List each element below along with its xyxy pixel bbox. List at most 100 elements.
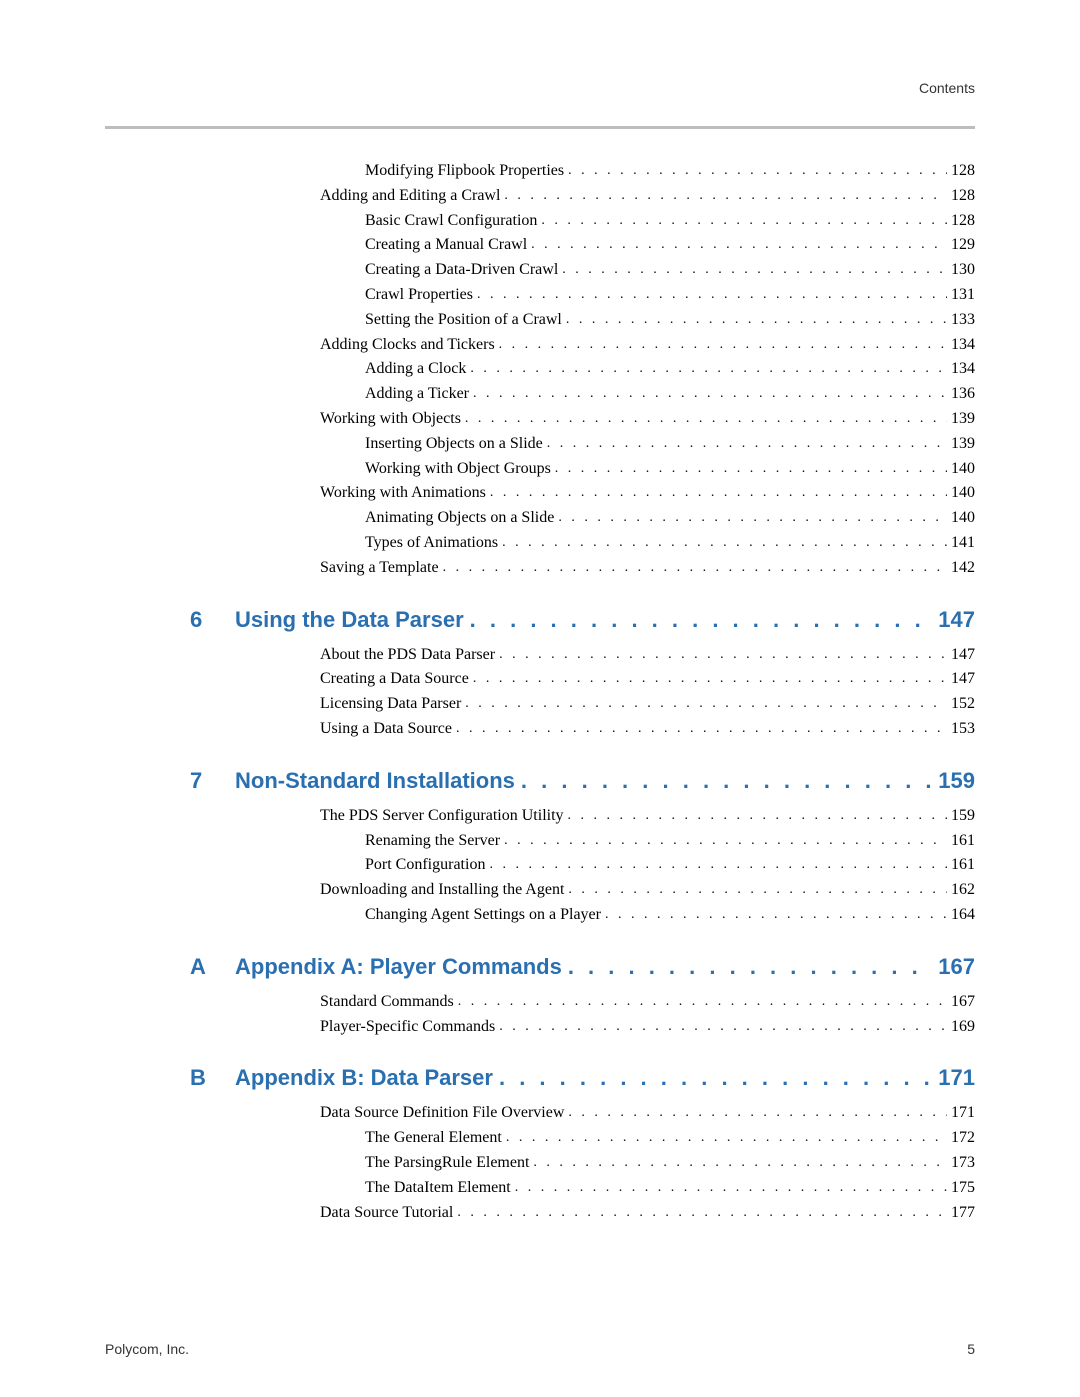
toc-entry-title: The PDS Server Configuration Utility bbox=[320, 804, 564, 829]
toc-entry: Creating a Manual Crawl . . . . . . . . … bbox=[105, 233, 975, 258]
leader-dots: . . . . . . . . . . . . . . . . . . . . … bbox=[464, 607, 933, 633]
toc-entry-page: 141 bbox=[947, 531, 975, 556]
toc-entry-page: 128 bbox=[947, 184, 975, 209]
toc-entry-page: 128 bbox=[947, 209, 975, 234]
toc-entry-title: Data Source Definition File Overview bbox=[320, 1101, 564, 1126]
toc-entry-title: Working with Objects bbox=[320, 407, 461, 432]
leader-dots: . . . . . . . . . . . . . . . . . . . . … bbox=[469, 668, 947, 690]
footer-page-number: 5 bbox=[967, 1341, 975, 1357]
leader-dots: . . . . . . . . . . . . . . . . . . . . … bbox=[543, 433, 947, 455]
leader-dots: . . . . . . . . . . . . . . . . . . . . … bbox=[498, 532, 947, 554]
toc-entry: Setting the Position of a Crawl . . . . … bbox=[105, 308, 975, 333]
toc-entry-page: 140 bbox=[947, 457, 975, 482]
header-rule bbox=[105, 126, 975, 129]
toc-block: 7Non-Standard Installations . . . . . . .… bbox=[105, 768, 975, 928]
toc-block: Modifying Flipbook Properties . . . . . … bbox=[105, 159, 975, 581]
chapter-page: 147 bbox=[932, 607, 975, 633]
leader-dots: . . . . . . . . . . . . . . . . . . . . … bbox=[564, 160, 947, 182]
toc-entry-title: Types of Animations bbox=[365, 531, 498, 556]
toc-entry-page: 171 bbox=[947, 1101, 975, 1126]
chapter-title: Non-Standard Installations bbox=[235, 768, 515, 794]
chapter-heading: BAppendix B: Data Parser. . . . . . . . … bbox=[105, 1065, 975, 1091]
header-section-label: Contents bbox=[105, 80, 975, 96]
toc-entry: Licensing Data Parser . . . . . . . . . … bbox=[105, 692, 975, 717]
leader-dots: . . . . . . . . . . . . . . . . . . . . … bbox=[558, 259, 947, 281]
leader-dots: . . . . . . . . . . . . . . . . . . . . … bbox=[485, 854, 947, 876]
toc-entry-page: 140 bbox=[947, 506, 975, 531]
toc-entry-title: About the PDS Data Parser bbox=[320, 643, 495, 668]
toc-entry: Working with Object Groups . . . . . . .… bbox=[105, 457, 975, 482]
toc-entry-title: Downloading and Installing the Agent bbox=[320, 878, 564, 903]
leader-dots: . . . . . . . . . . . . . . . . . . . . … bbox=[495, 1016, 947, 1038]
toc-entry: Inserting Objects on a Slide . . . . . .… bbox=[105, 432, 975, 457]
toc-entry-page: 128 bbox=[947, 159, 975, 184]
toc-entry: Saving a Template . . . . . . . . . . . … bbox=[105, 556, 975, 581]
toc-entry: The DataItem Element . . . . . . . . . .… bbox=[105, 1176, 975, 1201]
toc-entry-title: Licensing Data Parser bbox=[320, 692, 461, 717]
toc-entry-page: 129 bbox=[947, 233, 975, 258]
toc-entry: Data Source Tutorial . . . . . . . . . .… bbox=[105, 1201, 975, 1226]
toc-entry-page: 136 bbox=[947, 382, 975, 407]
leader-dots: . . . . . . . . . . . . . . . . . . . . … bbox=[564, 1102, 947, 1124]
chapter-title: Appendix A: Player Commands bbox=[235, 954, 562, 980]
toc-entry: Animating Objects on a Slide . . . . . .… bbox=[105, 506, 975, 531]
toc-entry: Creating a Data-Driven Crawl . . . . . .… bbox=[105, 258, 975, 283]
leader-dots: . . . . . . . . . . . . . . . . . . . . … bbox=[461, 408, 947, 430]
toc-entry-page: 139 bbox=[947, 407, 975, 432]
toc-entry-page: 159 bbox=[947, 804, 975, 829]
chapter-page: 159 bbox=[932, 768, 975, 794]
toc-entry-title: Adding a Ticker bbox=[365, 382, 469, 407]
toc-entry: Player-Specific Commands . . . . . . . .… bbox=[105, 1015, 975, 1040]
toc-entry-title: Renaming the Server bbox=[365, 829, 500, 854]
toc-entry-title: Creating a Manual Crawl bbox=[365, 233, 527, 258]
toc-entry: Renaming the Server . . . . . . . . . . … bbox=[105, 829, 975, 854]
toc-entry-title: The General Element bbox=[365, 1126, 502, 1151]
toc-entry: The ParsingRule Element . . . . . . . . … bbox=[105, 1151, 975, 1176]
toc-entry: Adding a Clock . . . . . . . . . . . . .… bbox=[105, 357, 975, 382]
toc-entry-title: Data Source Tutorial bbox=[320, 1201, 453, 1226]
leader-dots: . . . . . . . . . . . . . . . . . . . . … bbox=[466, 358, 947, 380]
chapter-title: Appendix B: Data Parser bbox=[235, 1065, 493, 1091]
toc-entry: Crawl Properties . . . . . . . . . . . .… bbox=[105, 283, 975, 308]
chapter-number: 7 bbox=[105, 768, 235, 794]
toc-entry: Port Configuration . . . . . . . . . . .… bbox=[105, 853, 975, 878]
toc-entry: Downloading and Installing the Agent . .… bbox=[105, 878, 975, 903]
leader-dots: . . . . . . . . . . . . . . . . . . . . … bbox=[562, 954, 932, 980]
leader-dots: . . . . . . . . . . . . . . . . . . . . … bbox=[564, 805, 947, 827]
toc-entry-page: 161 bbox=[947, 853, 975, 878]
toc-block: AAppendix A: Player Commands. . . . . . … bbox=[105, 954, 975, 1040]
toc-entry-page: 134 bbox=[947, 333, 975, 358]
toc-entry-title: Saving a Template bbox=[320, 556, 439, 581]
leader-dots: . . . . . . . . . . . . . . . . . . . . … bbox=[452, 718, 947, 740]
leader-dots: . . . . . . . . . . . . . . . . . . . . … bbox=[461, 693, 947, 715]
toc-entry-page: 175 bbox=[947, 1176, 975, 1201]
toc-entry-title: The ParsingRule Element bbox=[365, 1151, 529, 1176]
toc-entry: Using a Data Source . . . . . . . . . . … bbox=[105, 717, 975, 742]
leader-dots: . . . . . . . . . . . . . . . . . . . . … bbox=[493, 1065, 932, 1091]
toc-entry-page: 131 bbox=[947, 283, 975, 308]
toc-entry-page: 133 bbox=[947, 308, 975, 333]
toc-entry-title: Setting the Position of a Crawl bbox=[365, 308, 562, 333]
toc-entry-title: Player-Specific Commands bbox=[320, 1015, 495, 1040]
chapter-page: 171 bbox=[932, 1065, 975, 1091]
toc-content: Modifying Flipbook Properties . . . . . … bbox=[105, 159, 975, 1321]
chapter-heading: 7Non-Standard Installations. . . . . . .… bbox=[105, 768, 975, 794]
toc-entry-page: 172 bbox=[947, 1126, 975, 1151]
toc-entry-page: 164 bbox=[947, 903, 975, 928]
leader-dots: . . . . . . . . . . . . . . . . . . . . … bbox=[564, 879, 947, 901]
leader-dots: . . . . . . . . . . . . . . . . . . . . … bbox=[502, 1127, 947, 1149]
leader-dots: . . . . . . . . . . . . . . . . . . . . … bbox=[473, 284, 947, 306]
toc-entry-page: 173 bbox=[947, 1151, 975, 1176]
toc-entry: Adding Clocks and Tickers . . . . . . . … bbox=[105, 333, 975, 358]
leader-dots: . . . . . . . . . . . . . . . . . . . . … bbox=[537, 210, 947, 232]
toc-entry: The PDS Server Configuration Utility . .… bbox=[105, 804, 975, 829]
toc-entry: Adding a Ticker . . . . . . . . . . . . … bbox=[105, 382, 975, 407]
leader-dots: . . . . . . . . . . . . . . . . . . . . … bbox=[527, 234, 947, 256]
leader-dots: . . . . . . . . . . . . . . . . . . . . … bbox=[500, 830, 947, 852]
leader-dots: . . . . . . . . . . . . . . . . . . . . … bbox=[439, 557, 947, 579]
toc-entry-page: 130 bbox=[947, 258, 975, 283]
toc-entry-page: 152 bbox=[947, 692, 975, 717]
toc-block: 6Using the Data Parser. . . . . . . . . … bbox=[105, 607, 975, 742]
leader-dots: . . . . . . . . . . . . . . . . . . . . … bbox=[511, 1177, 947, 1199]
leader-dots: . . . . . . . . . . . . . . . . . . . . … bbox=[453, 1202, 947, 1224]
